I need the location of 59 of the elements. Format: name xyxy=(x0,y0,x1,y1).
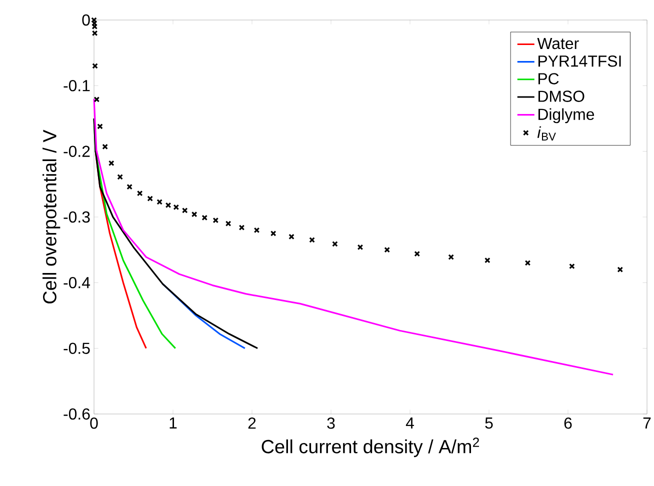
point xyxy=(108,160,114,166)
point xyxy=(117,174,123,180)
y-tick-label: -0.6 xyxy=(64,408,90,420)
point xyxy=(309,237,315,243)
point xyxy=(484,257,490,264)
legend-label: i$_{BV}$ xyxy=(537,126,556,140)
y-tick-label: -0.4 xyxy=(64,277,90,288)
x-tick-label: 3 xyxy=(327,418,335,429)
point xyxy=(156,198,162,205)
point xyxy=(91,20,98,26)
point xyxy=(332,241,338,247)
point xyxy=(270,230,276,236)
y-tick-label: 0 xyxy=(82,14,90,26)
x-tick-label: 7 xyxy=(643,418,651,428)
point xyxy=(288,234,294,240)
point xyxy=(182,208,188,214)
point xyxy=(569,263,575,270)
y-tick-label: -0.5 xyxy=(64,342,90,354)
x-tick-label: 2 xyxy=(248,418,256,429)
legend-label: Diglyme xyxy=(538,108,594,124)
x-axis-title: Cell current density / A/m$^{2}$ xyxy=(262,438,479,458)
legend-label: PC xyxy=(538,73,559,84)
point xyxy=(91,17,97,23)
line-series xyxy=(93,118,258,350)
x-tick-label: 0 xyxy=(90,418,98,429)
point xyxy=(92,30,98,36)
y-tick-label: -0.1 xyxy=(64,80,90,92)
x-tick-label: 6 xyxy=(564,418,572,429)
point xyxy=(254,227,260,234)
y-tick-label: -0.3 xyxy=(64,211,90,223)
point xyxy=(524,260,531,266)
x-tick-label: 4 xyxy=(406,418,414,428)
point xyxy=(191,211,198,218)
point xyxy=(165,202,172,208)
point xyxy=(147,196,154,202)
point xyxy=(448,254,454,260)
y-axis-title: Cell overpotential / V xyxy=(42,130,60,304)
point xyxy=(94,96,100,102)
y-tick-label: -0.2 xyxy=(64,146,90,157)
point xyxy=(173,204,180,210)
point xyxy=(92,63,98,69)
point xyxy=(92,24,98,30)
legend-label: Water xyxy=(537,38,579,50)
point xyxy=(102,144,108,150)
point xyxy=(617,266,624,272)
point xyxy=(384,246,390,253)
point xyxy=(357,244,364,250)
point xyxy=(126,184,132,190)
legend-label: DMSO xyxy=(538,90,584,102)
point xyxy=(414,250,420,257)
point xyxy=(97,123,103,130)
point xyxy=(136,190,143,196)
point xyxy=(202,214,208,221)
point xyxy=(225,220,232,226)
point xyxy=(238,224,245,230)
x-tick-label: 5 xyxy=(485,418,493,429)
legend-label: PYR14TFSI xyxy=(538,55,621,67)
x-tick-label: 1 xyxy=(170,418,177,428)
point xyxy=(212,217,219,224)
